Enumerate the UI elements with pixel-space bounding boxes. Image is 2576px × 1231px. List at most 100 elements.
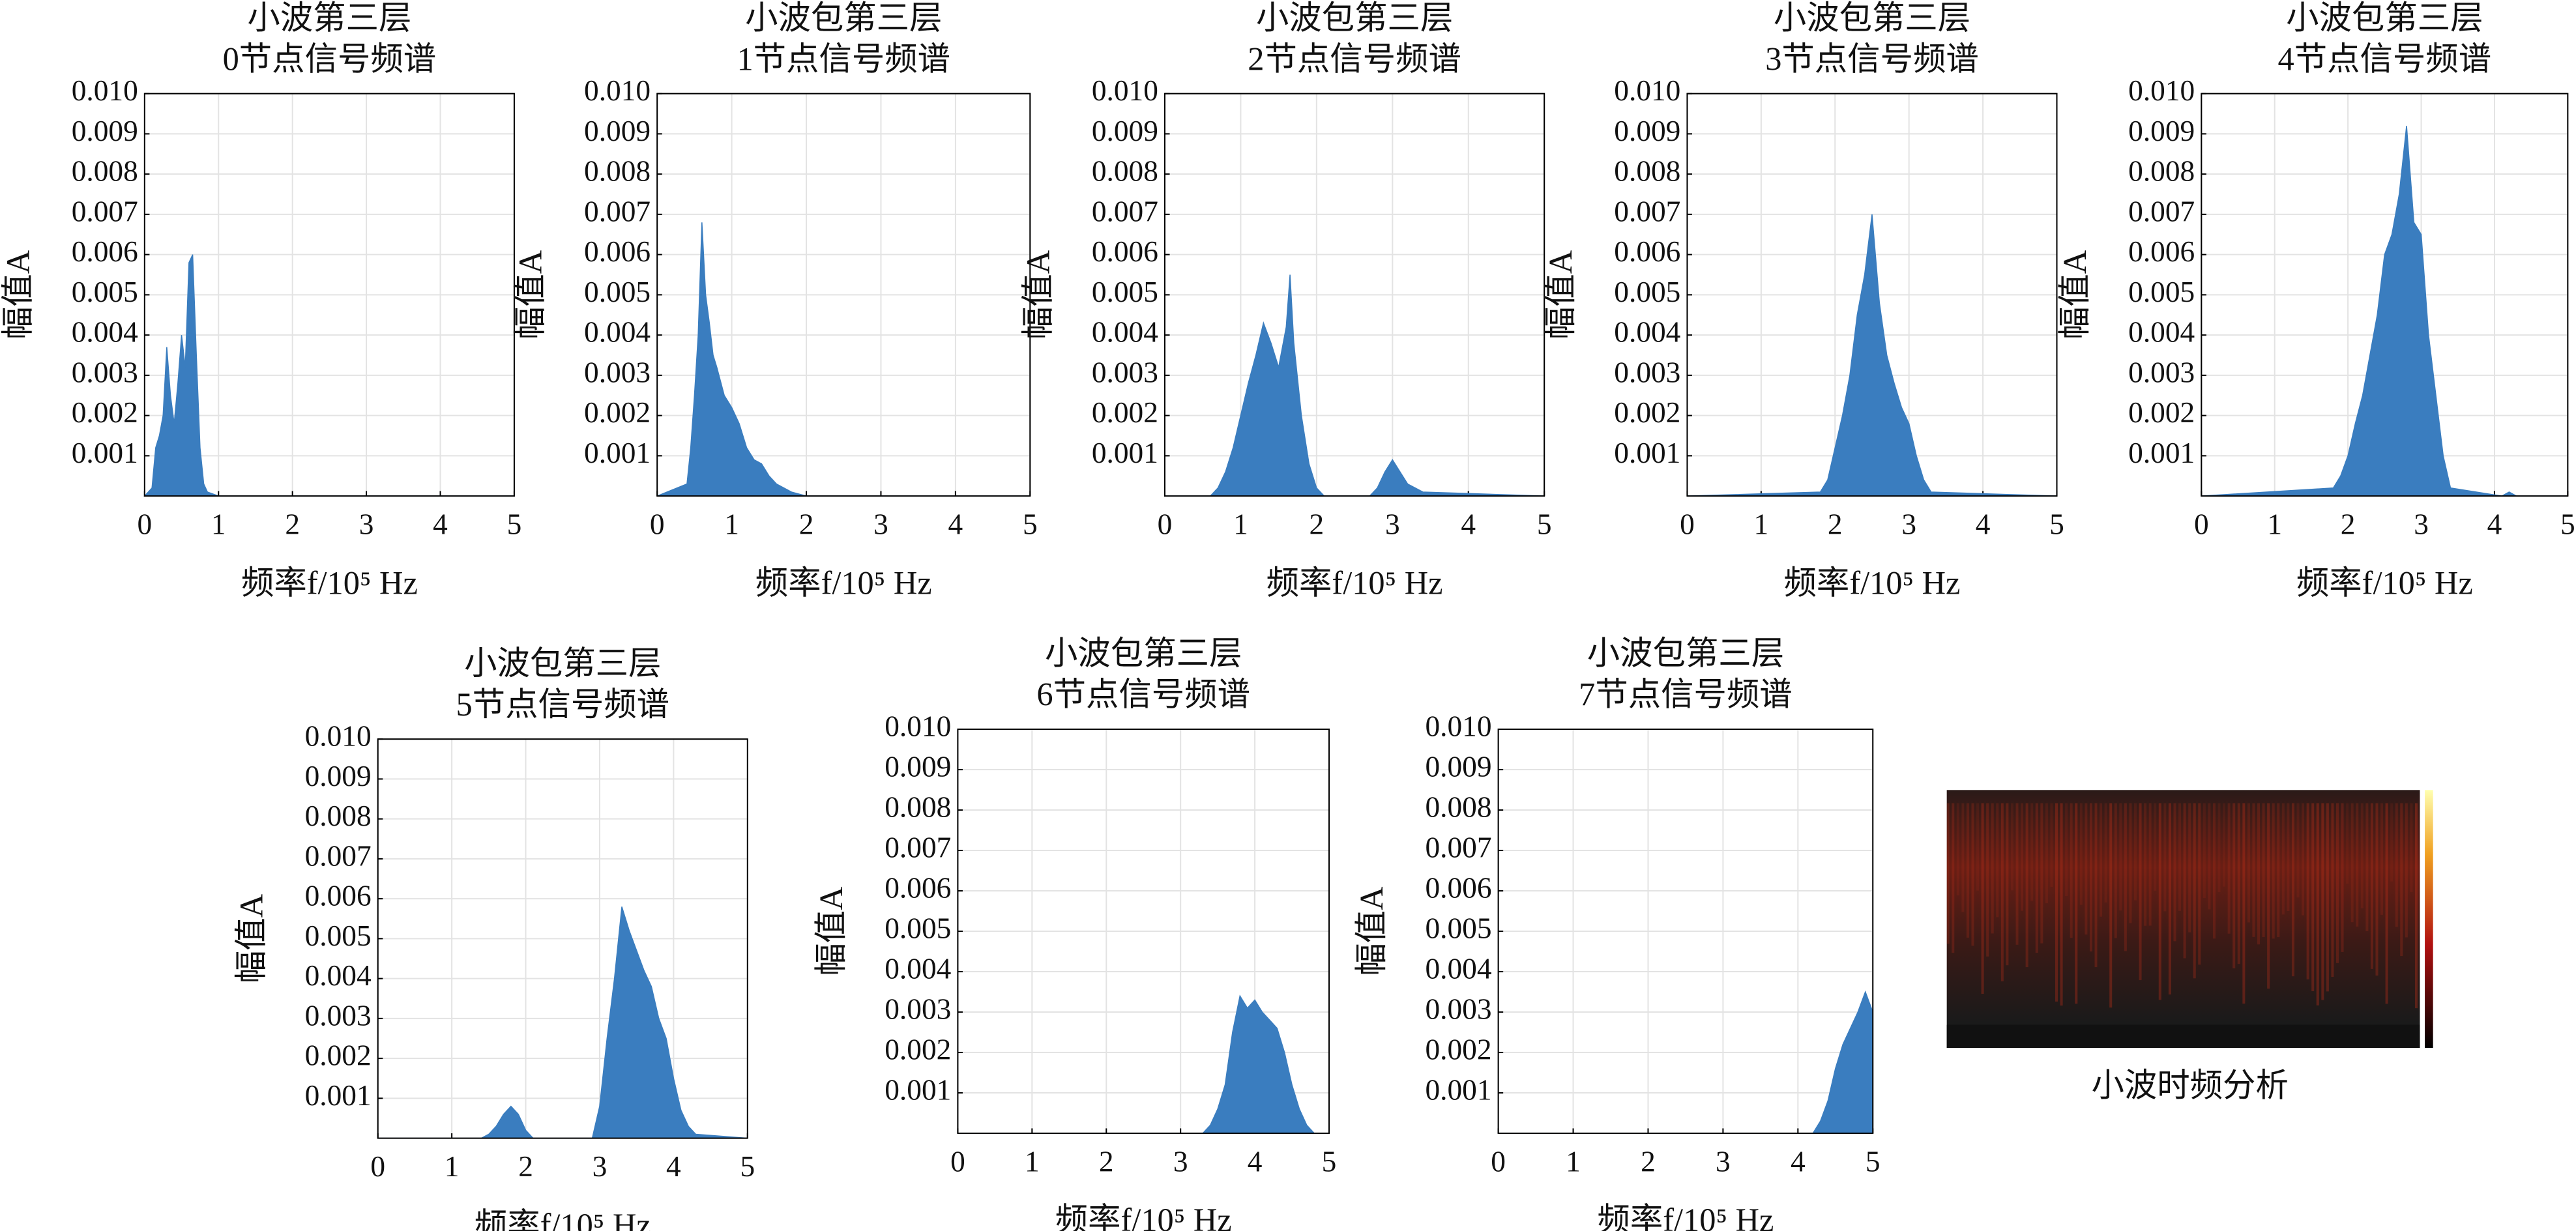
chart-title: 3节点信号频谱	[1765, 40, 1979, 77]
x-tick-label: 0	[2194, 508, 2209, 540]
heatmap-stripe	[2380, 803, 2384, 915]
heatmap-stripe	[1986, 803, 1989, 957]
y-axis-label: 幅值A	[2056, 250, 2093, 340]
heatmap-stripe	[2356, 803, 2359, 927]
plot-frame	[2201, 93, 2569, 497]
y-tick-label: 0.009	[2128, 115, 2195, 147]
x-axis-label: 频率f/10⁵ Hz	[1597, 1202, 1774, 1231]
x-tick-label: 1	[1025, 1145, 1040, 1178]
heatmap-stripe	[2055, 803, 2058, 1002]
heatmap-stripe	[2045, 803, 2048, 904]
spectrum-area	[958, 994, 1330, 1134]
y-tick-label: 0.009	[305, 760, 372, 792]
plot-frame	[143, 93, 515, 497]
x-tick-label: 3	[1716, 1145, 1731, 1178]
x-tick-label: 5	[1866, 1145, 1881, 1178]
x-tick-label: 4	[948, 508, 963, 540]
heatmap-stripe	[2070, 803, 2073, 938]
heatmap-stripe	[2129, 803, 2132, 923]
y-tick-label: 0.007	[1425, 831, 1491, 863]
chart-title: 1节点信号频谱	[737, 40, 950, 77]
heatmap-stripe	[2346, 803, 2349, 884]
y-tick-label: 0.004	[1614, 316, 1680, 349]
heatmap-stripe	[2100, 803, 2103, 917]
heatmap-stripe	[2360, 803, 2364, 908]
y-tick-label: 0.002	[584, 396, 651, 429]
heatmap-stripe	[2223, 803, 2226, 887]
y-tick-label: 0.001	[2128, 437, 2195, 469]
y-tick-label: 0.005	[1092, 276, 1158, 308]
colorbar	[2425, 790, 2433, 1048]
y-tick-label: 0.002	[1092, 396, 1158, 429]
y-tick-label: 0.010	[1092, 74, 1158, 107]
heatmap-stripe	[2183, 803, 2186, 959]
chart-title: 小波第三层	[247, 0, 411, 36]
y-tick-label: 0.002	[885, 1033, 951, 1065]
heatmap-stripe	[1946, 803, 1950, 944]
x-tick-label: 0	[1680, 508, 1695, 540]
y-tick-label: 0.003	[1092, 356, 1158, 388]
heatmap-stripe	[2287, 803, 2290, 911]
chart-title: 小波包第三层	[1587, 635, 1784, 672]
y-tick-label: 0.008	[2128, 155, 2195, 188]
chart-title: 0节点信号频谱	[223, 40, 437, 77]
heatmap-stripe	[2331, 803, 2334, 978]
y-tick-label: 0.005	[885, 912, 951, 944]
plot-frame	[1497, 729, 1874, 1135]
spectrum-area	[2201, 125, 2568, 497]
y-tick-label: 0.007	[2128, 195, 2195, 227]
heatmap-stripe	[2168, 803, 2171, 995]
y-tick-label: 0.001	[1092, 437, 1158, 469]
x-tick-label: 0	[370, 1150, 385, 1183]
x-tick-label: 4	[1791, 1145, 1806, 1178]
heatmap-stripe	[2242, 803, 2246, 1004]
y-tick-label: 0.005	[1425, 912, 1491, 944]
spectrum-area	[656, 222, 1031, 497]
x-tick-label: 5	[507, 508, 522, 540]
y-tick-label: 0.010	[1425, 710, 1491, 742]
heatmap-stripe	[2335, 803, 2339, 963]
x-axis-label: 频率f/10⁵ Hz	[755, 564, 932, 601]
x-tick-label: 5	[1322, 1145, 1337, 1178]
y-tick-label: 0.007	[1614, 195, 1680, 227]
x-axis-label: 频率f/10⁵ Hz	[1784, 564, 1961, 601]
y-axis-label: 幅值A	[1353, 886, 1390, 976]
y-tick-label: 0.010	[584, 74, 651, 107]
x-tick-label: 1	[1566, 1145, 1581, 1178]
heatmap-stripe	[2281, 803, 2285, 915]
y-tick-label: 0.003	[1614, 356, 1680, 388]
y-tick-label: 0.004	[2128, 316, 2195, 349]
y-tick-label: 0.008	[584, 155, 651, 188]
heatmap-stripe	[2198, 803, 2201, 965]
heatmap-stripe	[1966, 803, 1969, 938]
x-tick-label: 3	[1385, 508, 1400, 540]
y-tick-label: 0.006	[305, 880, 372, 912]
heatmap-stripe	[2405, 803, 2408, 938]
heatmap-stripe	[2154, 803, 2157, 891]
heatmap-stripe	[2390, 803, 2393, 882]
y-tick-label: 0.002	[305, 1039, 372, 1072]
heatmap-stripe	[1971, 803, 1974, 946]
heatmap-stripe	[2370, 803, 2373, 969]
y-axis-label: 幅值A	[233, 893, 269, 983]
heatmap-stripe	[2321, 803, 2324, 1000]
heatmap-stripe	[2296, 803, 2300, 898]
y-tick-label: 0.006	[1614, 235, 1680, 268]
spectrum-area	[143, 254, 514, 497]
heatmap-stripe	[2015, 803, 2019, 945]
heatmap-stripe	[2010, 803, 2013, 891]
x-tick-label: 4	[1976, 508, 1991, 540]
heatmap-stripe	[2094, 803, 2098, 968]
x-tick-label: 0	[1491, 1145, 1506, 1178]
x-tick-label: 0	[137, 508, 152, 540]
heatmap-stripe	[2193, 803, 2196, 979]
y-tick-label: 0.003	[584, 356, 651, 388]
heatmap-stripe	[2311, 803, 2315, 991]
chart-title: 6节点信号频谱	[1036, 676, 1250, 713]
y-tick-label: 0.003	[1425, 992, 1491, 1025]
plot-frame	[656, 93, 1031, 497]
x-tick-label: 1	[211, 508, 226, 540]
y-axis-label: 幅值A	[512, 250, 549, 340]
heatmap-stripe	[2104, 803, 2107, 903]
x-axis-label: 频率f/10⁵ Hz	[475, 1207, 651, 1231]
